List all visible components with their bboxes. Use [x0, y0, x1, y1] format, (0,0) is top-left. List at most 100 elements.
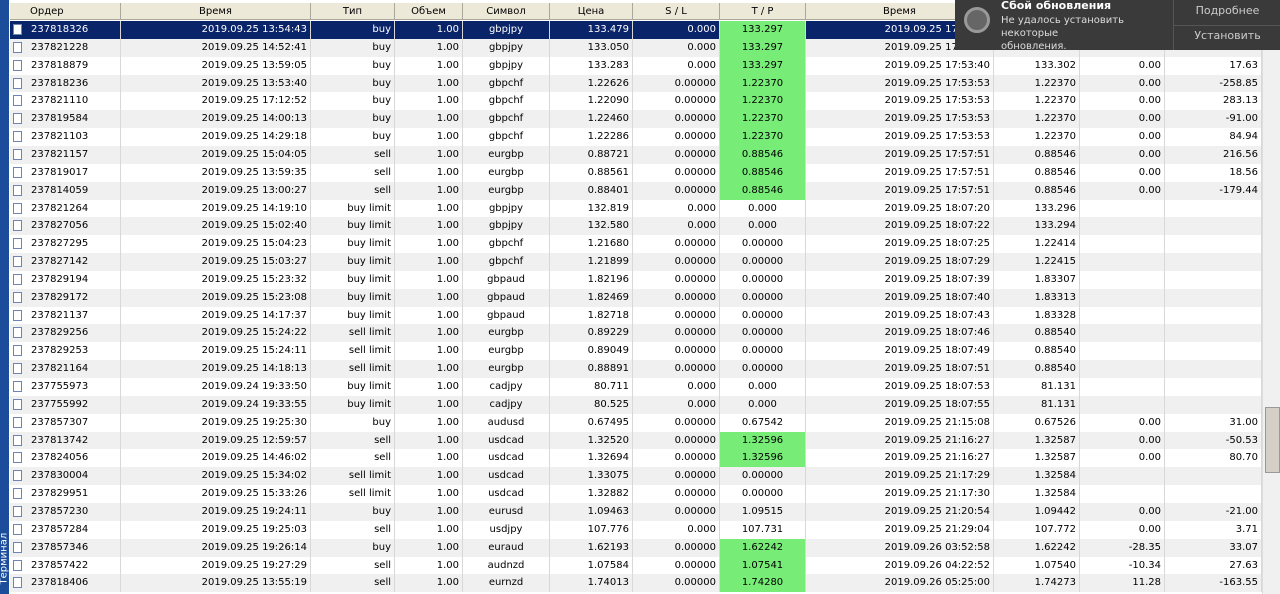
- table-cell: 0.00000: [633, 431, 720, 450]
- table-cell: 2019.09.25 15:34:02: [121, 467, 311, 486]
- table-cell: 1.07541: [720, 556, 806, 575]
- table-cell: 2019.09.26 05:25:00: [806, 574, 994, 593]
- table-cell: cadjpy: [463, 395, 550, 414]
- table-cell: 107.776: [550, 520, 633, 539]
- table-row[interactable]: 237827142 2019.09.25 15:03:27 buy limit 1.0…: [10, 253, 1262, 272]
- table-cell: 2019.09.25 18:07:20: [806, 199, 994, 218]
- table-cell: 237829172: [28, 288, 121, 307]
- order-icon: [13, 577, 22, 589]
- table-cell: -163.55: [1165, 574, 1262, 593]
- table-cell: 2019.09.25 15:23:32: [121, 270, 311, 289]
- order-icon: [13, 166, 22, 178]
- table-row[interactable]: 237857346 2019.09.25 19:26:14 buy 1.00 eurau…: [10, 538, 1262, 557]
- table-row[interactable]: 237821264 2019.09.25 14:19:10 buy limit 1.0…: [10, 199, 1262, 218]
- install-button[interactable]: Установить: [1173, 25, 1280, 50]
- table-cell: 0.000: [633, 56, 720, 75]
- table-cell: 1.00: [395, 235, 463, 254]
- table-row[interactable]: 237827295 2019.09.25 15:04:23 buy limit 1.0…: [10, 235, 1262, 254]
- table-cell: usdcad: [463, 449, 550, 468]
- table-cell: 2019.09.25 17:53:53: [806, 74, 994, 93]
- table-cell: 2019.09.25 15:03:27: [121, 253, 311, 272]
- table-cell: 1.00: [395, 74, 463, 93]
- table-cell: 2019.09.25 19:25:30: [121, 413, 311, 432]
- table-cell: 2019.09.25 14:29:18: [121, 128, 311, 147]
- table-row[interactable]: 237824056 2019.09.25 14:46:02 sell 1.00 usdc…: [10, 449, 1262, 468]
- table-row[interactable]: 237821157 2019.09.25 15:04:05 sell 1.00 eurg…: [10, 145, 1262, 164]
- table-row[interactable]: 237818406 2019.09.25 13:55:19 sell 1.00 eurn…: [10, 574, 1262, 593]
- table-row[interactable]: 237829172 2019.09.25 15:23:08 buy limit 1.0…: [10, 288, 1262, 307]
- table-row[interactable]: 237857230 2019.09.25 19:24:11 buy 1.00 eurus…: [10, 502, 1262, 521]
- table-cell: 1.00: [395, 467, 463, 486]
- table-cell: buy: [311, 413, 395, 432]
- table-cell: 0.00000: [633, 467, 720, 486]
- table-cell: buy: [311, 38, 395, 57]
- table-cell: usdcad: [463, 485, 550, 504]
- table-row[interactable]: 237830004 2019.09.25 15:34:02 sell limit 1.…: [10, 467, 1262, 486]
- table-cell: -179.44: [1165, 181, 1262, 200]
- order-icon: [13, 59, 22, 71]
- table-cell: 0.00: [1080, 56, 1165, 75]
- table-cell: 133.294: [994, 217, 1080, 236]
- table-cell: 1.22370: [994, 128, 1080, 147]
- table-cell: 1.22626: [550, 74, 633, 93]
- table-row[interactable]: 237821110 2019.09.25 17:12:52 buy 1.00 gbpch…: [10, 92, 1262, 111]
- table-cell: 0.00: [1080, 92, 1165, 111]
- table-cell: 0.89049: [550, 342, 633, 361]
- table-cell: 1.00: [395, 110, 463, 129]
- order-icon: [13, 434, 22, 446]
- table-row[interactable]: 237829256 2019.09.25 15:24:22 sell limit 1.…: [10, 324, 1262, 343]
- table-row[interactable]: 237857284 2019.09.25 19:25:03 sell 1.00 usdj…: [10, 520, 1262, 539]
- table-cell: 1.07584: [550, 556, 633, 575]
- table-row[interactable]: 237819017 2019.09.25 13:59:35 sell 1.00 eurg…: [10, 163, 1262, 182]
- table-cell: 0.00: [1080, 502, 1165, 521]
- table-cell: 2019.09.25 15:24:11: [121, 342, 311, 361]
- table-row[interactable]: 237814059 2019.09.25 13:00:27 sell 1.00 eurg…: [10, 181, 1262, 200]
- table-cell: gbpjpy: [463, 199, 550, 218]
- order-icon: [13, 148, 22, 160]
- table-row[interactable]: 237755973 2019.09.24 19:33:50 buy limit 1.0…: [10, 378, 1262, 396]
- table-cell: 237755973: [28, 378, 121, 396]
- order-icon: [13, 113, 22, 125]
- table-row[interactable]: 237829951 2019.09.25 15:33:26 sell limit 1.…: [10, 485, 1262, 504]
- table-cell: 1.83313: [994, 288, 1080, 307]
- table-row[interactable]: 237819584 2019.09.25 14:00:13 buy 1.00 gbpch…: [10, 110, 1262, 129]
- table-cell: 1.00: [395, 145, 463, 164]
- table-row[interactable]: 237818236 2019.09.25 13:53:40 buy 1.00 gbpch…: [10, 74, 1262, 93]
- table-row[interactable]: 237818326 2019.09.25 13:54:43 buy 1.00 gbpjp…: [10, 21, 1262, 39]
- table-cell: 2019.09.25 13:59:05: [121, 56, 311, 75]
- table-cell: eurgbp: [463, 342, 550, 361]
- table-cell: 0.00000: [633, 253, 720, 272]
- table-row[interactable]: 237829253 2019.09.25 15:24:11 sell limit 1.…: [10, 342, 1262, 361]
- table-cell: 1.83307: [994, 270, 1080, 289]
- order-icon: [13, 470, 22, 482]
- table-cell: 2019.09.25 13:54:43: [121, 21, 311, 39]
- table-row[interactable]: 237813742 2019.09.25 12:59:57 sell 1.00 usdc…: [10, 431, 1262, 450]
- table-cell: sell: [311, 163, 395, 182]
- table-row[interactable]: 237829194 2019.09.25 15:23:32 buy limit 1.0…: [10, 270, 1262, 289]
- table-cell: 1.00: [395, 574, 463, 593]
- table-row[interactable]: 237821137 2019.09.25 14:17:37 buy limit 1.0…: [10, 306, 1262, 325]
- table-cell: 2019.09.25 15:04:23: [121, 235, 311, 254]
- table-cell: 2019.09.25 18:07:29: [806, 253, 994, 272]
- side-tab[interactable]: Терминал: [0, 0, 10, 594]
- details-button[interactable]: Подробнее: [1173, 0, 1280, 26]
- table-row[interactable]: 237857307 2019.09.25 19:25:30 buy 1.00 audus…: [10, 413, 1262, 432]
- table-row[interactable]: 237857422 2019.09.25 19:27:29 sell 1.00 audn…: [10, 556, 1262, 575]
- table-cell: 2019.09.26 04:22:52: [806, 556, 994, 575]
- table-row[interactable]: 237827056 2019.09.25 15:02:40 buy limit 1.0…: [10, 217, 1262, 236]
- order-icon: [13, 256, 22, 268]
- table-row[interactable]: 237755992 2019.09.24 19:33:55 buy limit 1.0…: [10, 395, 1262, 414]
- column-header: Цена: [550, 3, 633, 20]
- scrollbar[interactable]: [1262, 21, 1280, 594]
- table-cell: 283.13: [1165, 92, 1262, 111]
- table-row[interactable]: 237821103 2019.09.25 14:29:18 buy 1.00 gbpch…: [10, 128, 1262, 147]
- table-cell: 1.00: [395, 199, 463, 218]
- scroll-thumb[interactable]: [1265, 407, 1280, 473]
- table-row[interactable]: 237818879 2019.09.25 13:59:05 buy 1.00 gbpjp…: [10, 56, 1262, 75]
- table-row[interactable]: 237821164 2019.09.25 14:18:13 sell limit 1.…: [10, 360, 1262, 379]
- table-cell: 237827142: [28, 253, 121, 272]
- order-icon: [13, 452, 22, 464]
- table-cell: 133.297: [720, 56, 806, 75]
- table-cell: 0.67495: [550, 413, 633, 432]
- table-row[interactable]: 237821228 2019.09.25 14:52:41 buy 1.00 gbpjp…: [10, 38, 1262, 57]
